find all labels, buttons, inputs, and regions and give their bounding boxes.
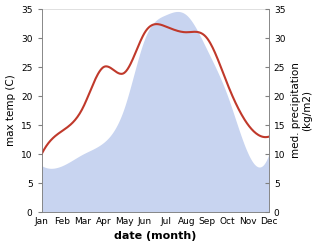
X-axis label: date (month): date (month): [114, 231, 197, 242]
Y-axis label: max temp (C): max temp (C): [5, 75, 16, 146]
Y-axis label: med. precipitation
(kg/m2): med. precipitation (kg/m2): [291, 62, 313, 159]
